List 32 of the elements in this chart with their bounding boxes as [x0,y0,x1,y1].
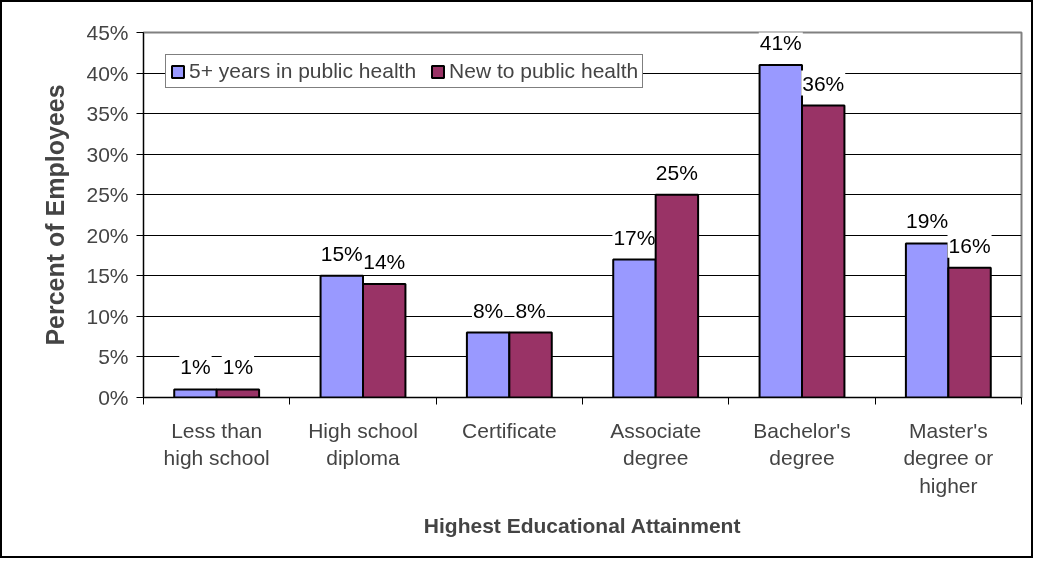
x-tick-label: Associate degree [610,418,702,470]
legend-label: 5+ years in public health [189,59,417,83]
x-tick-label: High school diploma [308,418,418,470]
y-tick-label: 0% [98,386,129,409]
data-label: 1% [180,355,211,379]
y-tick-label: 30% [86,142,129,166]
data-label: 1% [222,355,254,379]
y-tick-label: 10% [86,304,129,328]
y-tick-label: 20% [86,223,129,247]
y-tick-label: 5% [98,345,129,369]
data-label: 14% [363,249,406,273]
data-label: 19% [906,209,949,233]
y-axis-title: Percent of Employees [41,84,70,346]
x-tick-label: Less than high school [163,418,270,470]
data-label: 8% [515,298,546,322]
data-label: 15% [320,241,363,265]
y-tick-label: 35% [86,102,129,126]
legend-label: New to public health [449,59,639,83]
data-label: 16% [948,233,991,257]
x-tick-label: Master's degree or higher [903,418,994,497]
y-tick-label: 45% [86,21,129,44]
x-tick-label: Bachelor's degree [753,418,851,470]
y-tick-label: 25% [86,183,129,207]
data-label: 25% [655,160,698,184]
x-tick-label: Certificate [462,418,557,442]
x-axis-title: Highest Educational Attainment [423,513,741,537]
y-tick-label: 40% [86,61,129,85]
data-label: 36% [802,71,845,95]
data-label: 8% [472,298,504,322]
y-tick-label: 15% [86,264,129,288]
data-label: 17% [613,225,656,249]
data-label: 41% [759,30,802,54]
